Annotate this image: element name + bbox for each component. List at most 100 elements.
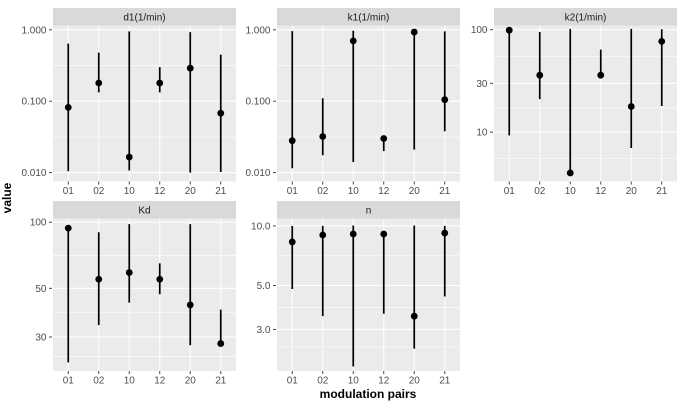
x-tick-label: 20 bbox=[409, 376, 421, 387]
data-point bbox=[627, 103, 635, 110]
y-tick-label: 100 bbox=[471, 25, 488, 36]
facet-kd: 100 50 30 01 02 10 12 20 21 Kd bbox=[30, 201, 236, 387]
data-point bbox=[288, 238, 296, 246]
data-point bbox=[658, 37, 666, 45]
x-tick-label: 20 bbox=[409, 186, 421, 197]
data-point bbox=[64, 224, 72, 232]
x-tick-label: 21 bbox=[656, 186, 668, 197]
x-tick-label: 21 bbox=[215, 376, 227, 387]
x-tick-label: 01 bbox=[504, 186, 516, 197]
x-tick-label: 10 bbox=[348, 376, 360, 387]
facet-d1-1-min: 1.000 0.100 0.010 01 02 10 12 20 21 d1(1/min) bbox=[21, 8, 236, 197]
y-tick-label: 0.010 bbox=[21, 168, 46, 179]
data-point bbox=[410, 28, 418, 36]
data-point bbox=[125, 153, 133, 161]
x-tick-label: 12 bbox=[595, 186, 607, 197]
y-tick-label: 1.000 bbox=[245, 25, 270, 36]
facet-strip-title: k1(1/min) bbox=[348, 13, 390, 24]
data-point bbox=[597, 71, 605, 79]
y-tick-label: 30 bbox=[476, 79, 488, 90]
data-point bbox=[156, 275, 164, 283]
facet-strip-title: d1(1/min) bbox=[123, 13, 165, 24]
x-tick-label: 12 bbox=[154, 376, 166, 387]
data-point bbox=[288, 137, 296, 145]
data-point bbox=[349, 37, 357, 45]
data-point bbox=[441, 96, 449, 104]
facet-n: 10.0 5.0 3.0 01 02 10 12 20 21 n bbox=[251, 201, 460, 387]
x-tick-label: 02 bbox=[534, 186, 546, 197]
facet-strip bbox=[53, 8, 236, 26]
facet-k2-1-min: 100 30 10 01 02 10 12 20 21 k2(1/min) bbox=[471, 8, 677, 197]
x-tick-label: 21 bbox=[215, 186, 227, 197]
facet-strip bbox=[277, 201, 460, 219]
x-tick-label: 10 bbox=[124, 376, 136, 387]
data-point bbox=[441, 229, 449, 237]
data-point bbox=[125, 269, 133, 276]
data-point bbox=[319, 231, 327, 239]
x-tick-label: 10 bbox=[124, 186, 136, 197]
panel-background bbox=[53, 25, 236, 182]
y-tick-label: 10 bbox=[476, 128, 488, 139]
x-tick-label: 10 bbox=[565, 186, 577, 197]
data-point bbox=[186, 301, 194, 309]
x-tick-label: 10 bbox=[348, 186, 360, 197]
x-tick-label: 12 bbox=[378, 376, 390, 387]
x-tick-label: 21 bbox=[439, 186, 451, 197]
y-tick-label: 1.000 bbox=[21, 25, 46, 36]
data-point bbox=[505, 26, 513, 34]
data-point bbox=[95, 275, 103, 283]
x-tick-label: 02 bbox=[93, 376, 105, 387]
y-axis-title: value bbox=[0, 182, 14, 213]
data-point bbox=[319, 133, 327, 140]
facet-strip-title: n bbox=[366, 206, 372, 217]
data-point bbox=[64, 103, 72, 111]
data-point bbox=[217, 340, 225, 347]
facet-k1-1-min: 1.000 0.100 0.010 01 02 10 12 20 21 k1(1/min) bbox=[245, 8, 460, 197]
y-tick-label: 100 bbox=[30, 218, 47, 229]
x-tick-label: 02 bbox=[317, 376, 329, 387]
y-tick-label: 30 bbox=[35, 333, 47, 344]
y-tick-label: 0.010 bbox=[245, 168, 270, 179]
y-tick-label: 5.0 bbox=[257, 281, 271, 292]
facet-strip-title: k2(1/min) bbox=[565, 13, 607, 24]
panel-background bbox=[277, 218, 460, 371]
data-point bbox=[566, 169, 574, 177]
x-tick-label: 20 bbox=[185, 186, 197, 197]
y-tick-label: 0.100 bbox=[21, 97, 46, 108]
x-tick-label: 21 bbox=[439, 376, 451, 387]
data-point bbox=[380, 230, 388, 238]
x-tick-label: 01 bbox=[63, 186, 75, 197]
x-tick-label: 20 bbox=[626, 186, 638, 197]
data-point bbox=[186, 64, 194, 72]
x-tick-label: 01 bbox=[287, 376, 299, 387]
x-tick-label: 01 bbox=[287, 186, 299, 197]
facet-strip bbox=[53, 201, 236, 219]
data-point bbox=[410, 312, 418, 320]
y-tick-label: 0.100 bbox=[245, 97, 270, 108]
data-point bbox=[349, 230, 357, 238]
x-axis-title: modulation pairs bbox=[320, 387, 417, 401]
facet-strip bbox=[277, 8, 460, 26]
facet-strip bbox=[494, 8, 677, 26]
facet-strip-title: Kd bbox=[138, 206, 150, 217]
y-tick-label: 10.0 bbox=[251, 221, 271, 232]
x-tick-label: 20 bbox=[185, 376, 197, 387]
x-tick-label: 02 bbox=[93, 186, 105, 197]
panel-background bbox=[53, 218, 236, 371]
data-point bbox=[380, 135, 388, 142]
x-tick-label: 02 bbox=[317, 186, 329, 197]
data-point bbox=[156, 79, 164, 87]
data-point bbox=[217, 109, 225, 117]
x-tick-label: 12 bbox=[378, 186, 390, 197]
y-tick-label: 3.0 bbox=[257, 325, 271, 336]
data-point bbox=[95, 79, 103, 87]
y-tick-label: 50 bbox=[35, 284, 47, 295]
panel-background bbox=[494, 25, 677, 182]
x-tick-label: 01 bbox=[63, 376, 75, 387]
panel-background bbox=[277, 25, 460, 182]
data-point bbox=[536, 71, 544, 79]
x-tick-label: 12 bbox=[154, 186, 166, 197]
